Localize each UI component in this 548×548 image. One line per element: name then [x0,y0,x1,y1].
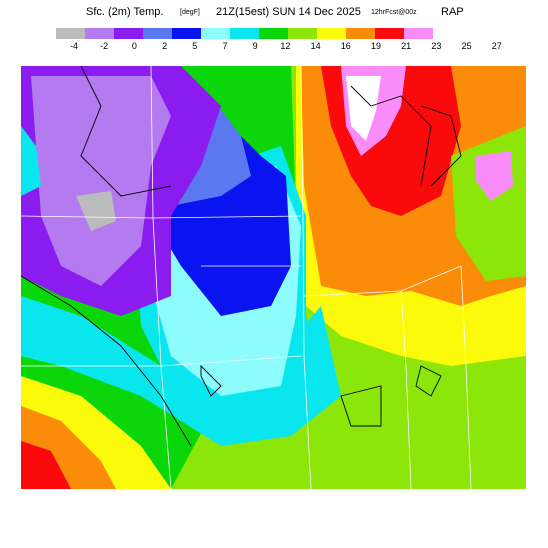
color-scale-label-6: 9 [252,41,258,51]
color-swatch-3 [143,28,172,39]
color-scale-bar [56,28,433,39]
map-title: Sfc. (2m) Temp. [degF] 21Z(15est) SUN 14… [0,6,548,22]
color-scale-label-4: 5 [192,41,198,51]
state-boundaries [21,66,472,489]
region-far-northwest-cyan [21,126,41,196]
color-scale-label-7: 12 [280,41,291,51]
temperature-map-svg [21,66,526,489]
color-swatch-8 [288,28,317,39]
color-swatch-12 [404,28,433,39]
color-scale-label-14: 27 [491,41,502,51]
color-swatch-9 [317,28,346,39]
title-time: 21Z(15est) SUN 14 Dec 2025 [216,6,361,18]
title-units: [degF] [180,9,200,16]
color-swatch-10 [346,28,375,39]
color-scale-label-11: 21 [401,41,412,51]
title-product: Sfc. (2m) Temp. [86,6,164,18]
region-southwest-red [21,441,71,489]
region-right-pink [476,151,513,201]
color-scale-label-13: 25 [461,41,472,51]
color-swatch-0 [56,28,85,39]
color-scale-label-12: 23 [431,41,442,51]
title-model: RAP [441,6,464,18]
color-swatch-2 [114,28,143,39]
title-forecast: 12hrFcst@00z [371,9,417,16]
color-scale-label-2: 0 [131,41,137,51]
temperature-map [21,66,526,489]
color-scale-label-3: 2 [162,41,168,51]
region-lake-white [346,76,381,141]
color-swatch-7 [259,28,288,39]
color-scale-ticks: -4 -2 0 2 5 7 9 12 14 16 19 21 23 25 27 [0,41,548,53]
color-scale-label-9: 16 [340,41,351,51]
isotherm-contours [21,66,462,447]
color-scale-label-0: -4 [69,41,79,51]
color-swatch-1 [85,28,114,39]
region-northwest-lavender [31,76,171,286]
color-scale-label-10: 19 [370,41,382,51]
color-swatch-5 [201,28,230,39]
color-scale-label-5: 7 [222,41,228,51]
color-swatch-11 [375,28,404,39]
region-northwest-gray [76,191,116,231]
color-swatch-6 [230,28,259,39]
color-swatch-4 [172,28,201,39]
color-scale-label-1: -2 [100,41,109,51]
color-scale-label-8: 14 [310,41,321,51]
